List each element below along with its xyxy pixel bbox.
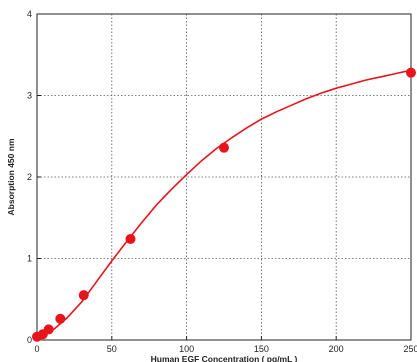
data-point <box>78 290 89 301</box>
y-tick-label: 3 <box>27 91 32 101</box>
x-axis-title: Human EGF Concentration ( pg/mL ) <box>151 354 298 362</box>
x-tick-label: 50 <box>107 344 117 354</box>
x-tick-label: 100 <box>179 344 194 354</box>
grid-lines <box>37 14 411 340</box>
y-tick-label: 2 <box>27 172 32 182</box>
data-point <box>55 313 66 324</box>
data-point <box>43 324 54 335</box>
x-tick-label: 150 <box>254 344 269 354</box>
data-point <box>219 142 229 153</box>
data-point <box>125 233 136 244</box>
tick-labels: 0 50 100 150 200 250 0 1 2 3 4 <box>27 9 417 354</box>
y-tick-label: 1 <box>27 254 32 264</box>
x-tick-label: 0 <box>34 344 39 354</box>
x-tick-label: 250 <box>403 344 417 354</box>
data-points <box>32 67 416 342</box>
y-tick-label: 4 <box>27 9 32 19</box>
y-axis-title: Absorption 450 nm <box>6 138 16 215</box>
y-tick-label: 0 <box>27 335 32 345</box>
data-point <box>406 67 416 78</box>
x-tick-label: 200 <box>329 344 344 354</box>
fit-curve <box>36 69 412 339</box>
